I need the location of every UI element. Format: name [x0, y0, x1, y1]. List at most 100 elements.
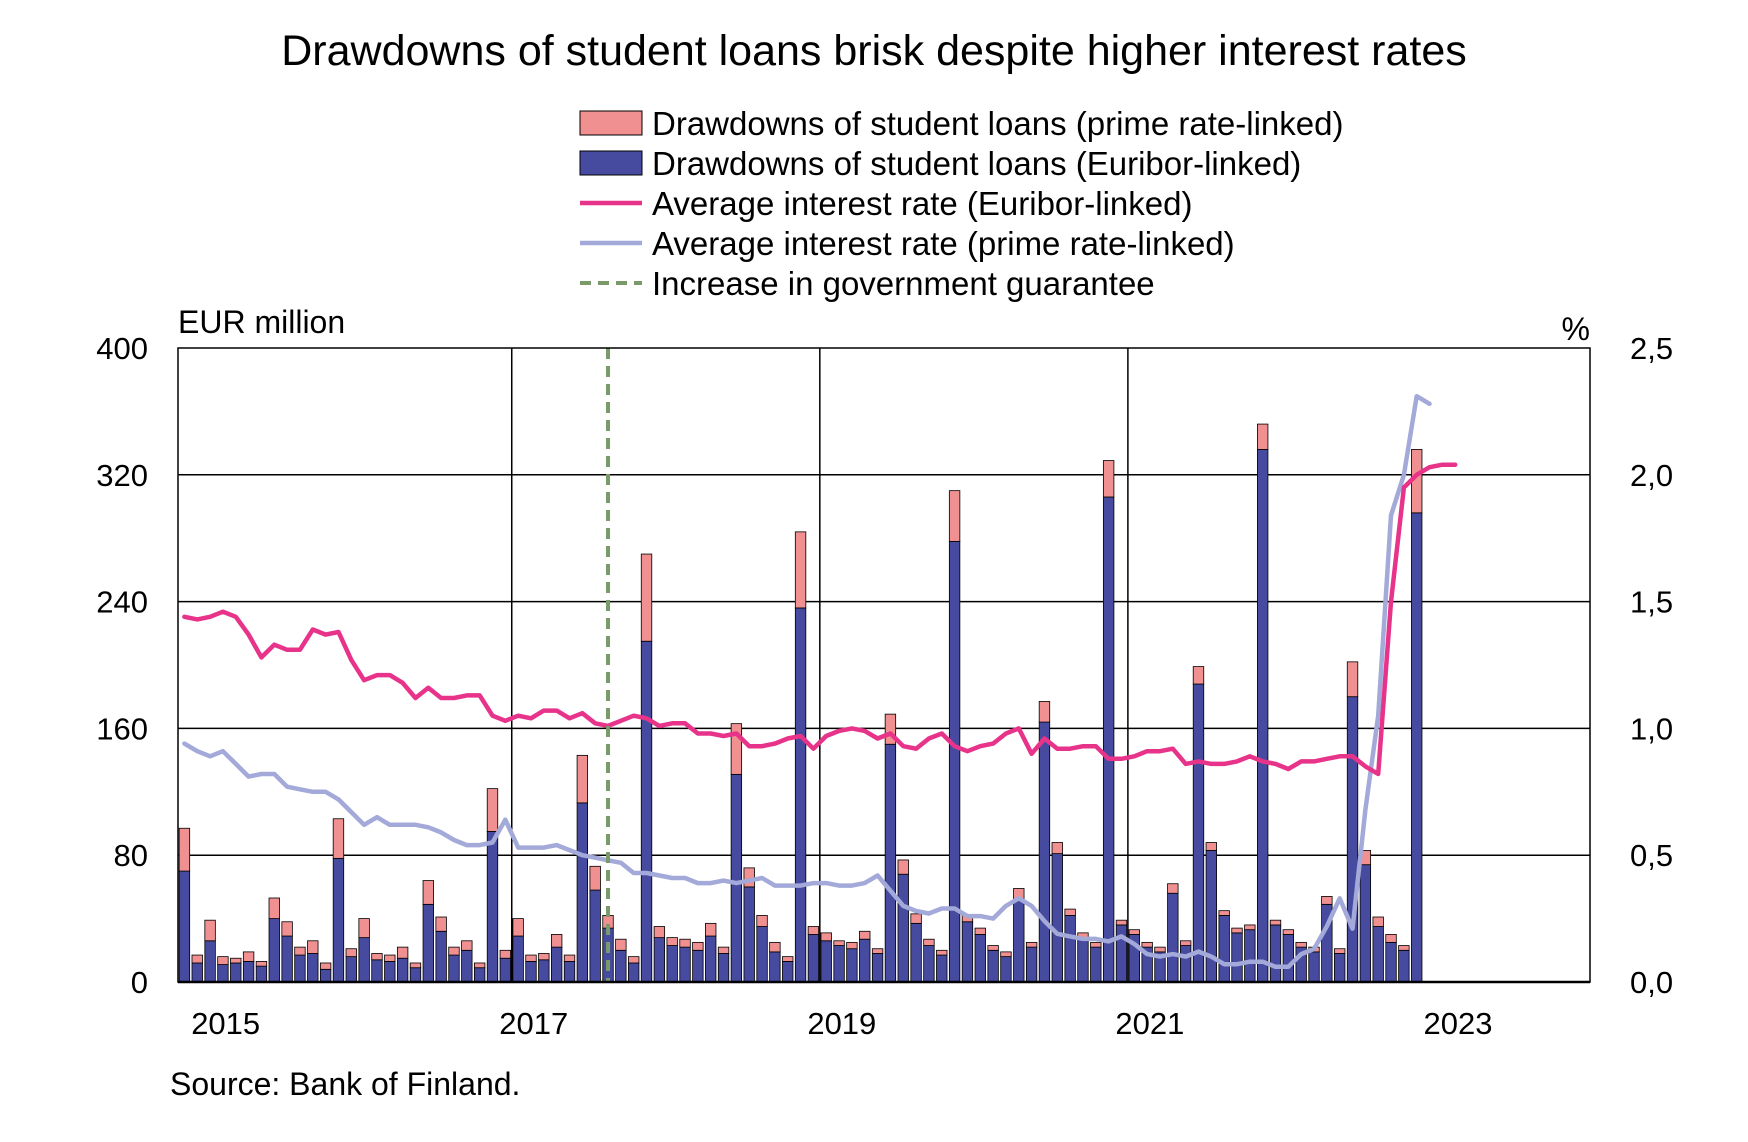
bar-prime: [551, 934, 563, 948]
legend-label: Average interest rate (prime rate-linked…: [652, 225, 1235, 262]
bar-euribor: [640, 640, 653, 983]
bar-prime: [705, 922, 717, 937]
bar-euribor: [242, 960, 255, 983]
rate-lines: [182, 393, 1458, 970]
bar-prime: [833, 940, 845, 946]
bar-euribor: [230, 962, 242, 983]
bar-euribor: [294, 954, 306, 983]
bar-euribor: [782, 960, 794, 983]
bar-euribor: [1334, 953, 1346, 983]
bar-prime: [769, 941, 781, 953]
bar-prime: [1179, 940, 1192, 946]
bar-prime: [422, 880, 434, 905]
bar-prime: [486, 788, 499, 832]
bar-euribor: [525, 960, 537, 983]
bar-prime: [640, 553, 653, 642]
bar-prime: [730, 723, 743, 775]
bar-prime: [1051, 842, 1063, 855]
bar-euribor: [1179, 945, 1192, 983]
bar-euribor: [384, 960, 396, 983]
legend-label: Average interest rate (Euribor-linked): [652, 185, 1192, 222]
bar-prime: [936, 949, 948, 956]
bar-euribor: [1269, 924, 1282, 983]
right-tick-label: 2,5: [1630, 331, 1673, 366]
bar-euribor: [499, 957, 511, 983]
bar-prime: [1090, 941, 1102, 948]
bar-euribor: [987, 949, 999, 983]
bar-euribor: [461, 949, 473, 983]
bar-euribor: [1077, 938, 1089, 983]
bar-prime: [191, 954, 203, 964]
bar-euribor: [332, 857, 345, 983]
bar-euribor: [1218, 915, 1230, 983]
bar-prime: [1295, 941, 1307, 948]
bar-prime: [384, 954, 396, 962]
bar-euribor: [1064, 915, 1076, 983]
bar-prime: [628, 956, 640, 964]
bar-prime: [1231, 927, 1243, 934]
bar-prime: [820, 932, 832, 942]
bar-euribor: [576, 802, 589, 983]
bar-euribor: [473, 967, 486, 983]
bar-euribor: [871, 953, 884, 983]
bar-prime: [1025, 941, 1038, 948]
x-tick-label: 2023: [1423, 1006, 1492, 1041]
bar-euribor: [1167, 892, 1179, 983]
bar-euribor: [1205, 850, 1217, 983]
bar-prime: [435, 916, 447, 932]
bar-prime: [910, 913, 922, 924]
bar-prime: [653, 926, 666, 939]
bar-prime: [294, 946, 306, 956]
legend-label: Drawdowns of student loans (prime rate-l…: [652, 105, 1343, 142]
bar-prime: [897, 859, 909, 875]
bar-euribor: [1231, 932, 1243, 983]
bar-prime: [409, 962, 422, 969]
bar-prime: [743, 867, 755, 888]
tick-labels: 0 0,0 80 0,5 160 1,0 240 1,5 320 2,0 400 2,5 2015 201…: [96, 331, 1673, 1041]
bar-prime: [1218, 910, 1230, 916]
bar-euribor: [1025, 946, 1038, 983]
bar-prime: [974, 927, 986, 935]
bar-prime: [1372, 916, 1384, 927]
bar-euribor: [897, 873, 909, 983]
right-axis-label: %: [1562, 311, 1590, 347]
bar-prime: [1346, 661, 1359, 698]
bar-prime: [1205, 842, 1217, 851]
left-tick-label: 0: [131, 965, 148, 1000]
bar-euribor: [923, 945, 935, 983]
bar-euribor: [794, 607, 807, 983]
bar-euribor: [281, 935, 293, 983]
bar-euribor: [255, 965, 268, 983]
bar-euribor: [1385, 941, 1397, 983]
bar-prime: [1257, 423, 1269, 450]
bar-euribor: [1115, 924, 1128, 983]
left-tick-label: 240: [96, 585, 148, 620]
bar-prime: [666, 937, 678, 946]
bar-prime: [217, 956, 229, 965]
line-euribor-rate: [182, 462, 1458, 777]
bar-prime: [1321, 896, 1333, 905]
bar-euribor: [910, 922, 922, 983]
bar-euribor: [1257, 449, 1269, 983]
bar-euribor: [974, 934, 986, 983]
gridlines: [178, 348, 1590, 982]
bar-prime: [679, 938, 691, 948]
bar-euribor: [679, 946, 691, 983]
bar-euribor: [217, 964, 229, 983]
bar-prime: [178, 827, 191, 872]
bar-euribor: [345, 956, 357, 983]
bar-euribor: [936, 954, 948, 983]
right-tick-label: 1,0: [1630, 711, 1673, 746]
bar-euribor: [512, 935, 524, 983]
bar-euribor: [589, 889, 601, 983]
bar-prime: [255, 960, 268, 967]
legend-label: Increase in government guarantee: [652, 265, 1155, 302]
bar-euribor: [204, 940, 216, 983]
bar-euribor: [730, 773, 743, 983]
bar-euribor: [551, 946, 563, 983]
bar-euribor: [371, 959, 383, 983]
bar-prime: [1102, 460, 1115, 498]
bar-prime: [615, 938, 627, 951]
x-tick-label: 2019: [807, 1006, 876, 1041]
bar-euribor: [692, 949, 704, 983]
